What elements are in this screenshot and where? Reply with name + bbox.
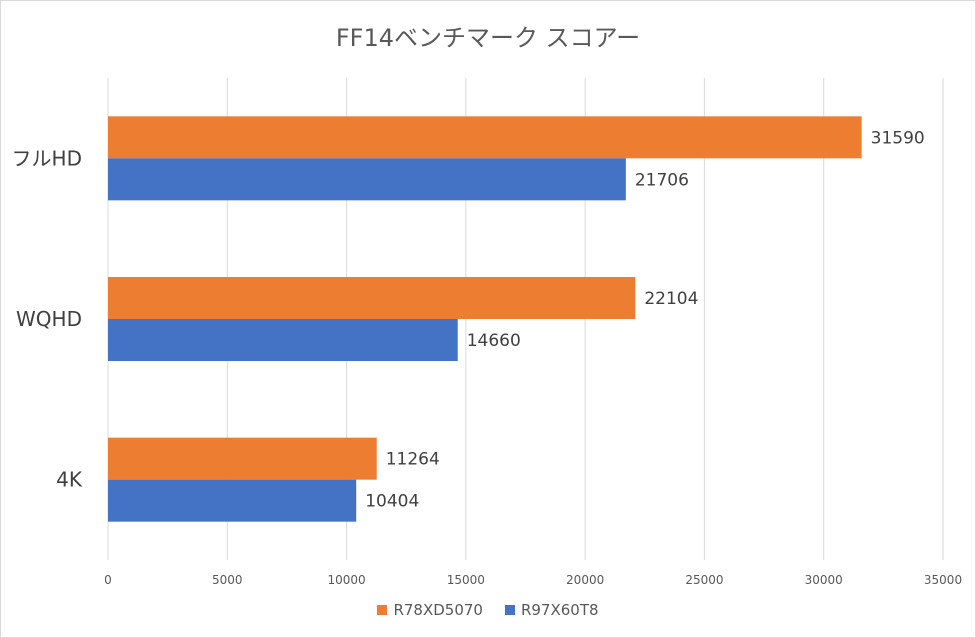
x-tick-label-20000: 20000 <box>566 573 604 587</box>
bar-2-series-2 <box>108 479 357 522</box>
legend-item-series-1: R78XD5070 <box>377 601 483 619</box>
x-tick-label-25000: 25000 <box>685 573 723 587</box>
x-tick-label-30000: 30000 <box>805 573 843 587</box>
data-label-1-series-1: 22104 <box>644 289 698 309</box>
legend-item-series-2: R97X60T8 <box>504 601 599 619</box>
data-label-0-series-1: 31590 <box>871 128 925 148</box>
legend-label-series-1: R78XD5070 <box>393 601 483 619</box>
bar-2-series-1 <box>108 437 377 480</box>
bar-1-series-1 <box>108 277 636 319</box>
legend-swatch-series-2 <box>504 605 515 615</box>
chart-title: FF14ベンチマーク スコアー <box>335 24 641 52</box>
bar-1-series-2 <box>108 319 458 361</box>
legend-swatch-series-1 <box>377 605 388 615</box>
data-label-1-series-2: 14660 <box>467 331 521 351</box>
x-tick-label-5000: 5000 <box>212 573 243 587</box>
x-tick-label-10000: 10000 <box>327 573 365 587</box>
category-label-0: フルHD <box>12 146 82 170</box>
legend-label-series-2: R97X60T8 <box>520 601 599 619</box>
data-label-0-series-2: 21706 <box>635 170 689 190</box>
data-label-2-series-1: 11264 <box>386 450 440 470</box>
bar-0-series-2 <box>108 158 626 201</box>
category-label-1: WQHD <box>16 307 82 331</box>
data-label-2-series-2: 10404 <box>365 492 419 512</box>
x-tick-label-0: 0 <box>104 573 112 587</box>
x-tick-label-35000: 35000 <box>924 573 962 587</box>
bar-0-series-1 <box>108 116 862 159</box>
x-tick-label-15000: 15000 <box>447 573 485 587</box>
category-label-2: 4K <box>56 468 83 492</box>
legend: R78XD5070 R97X60T8 <box>0 601 976 619</box>
